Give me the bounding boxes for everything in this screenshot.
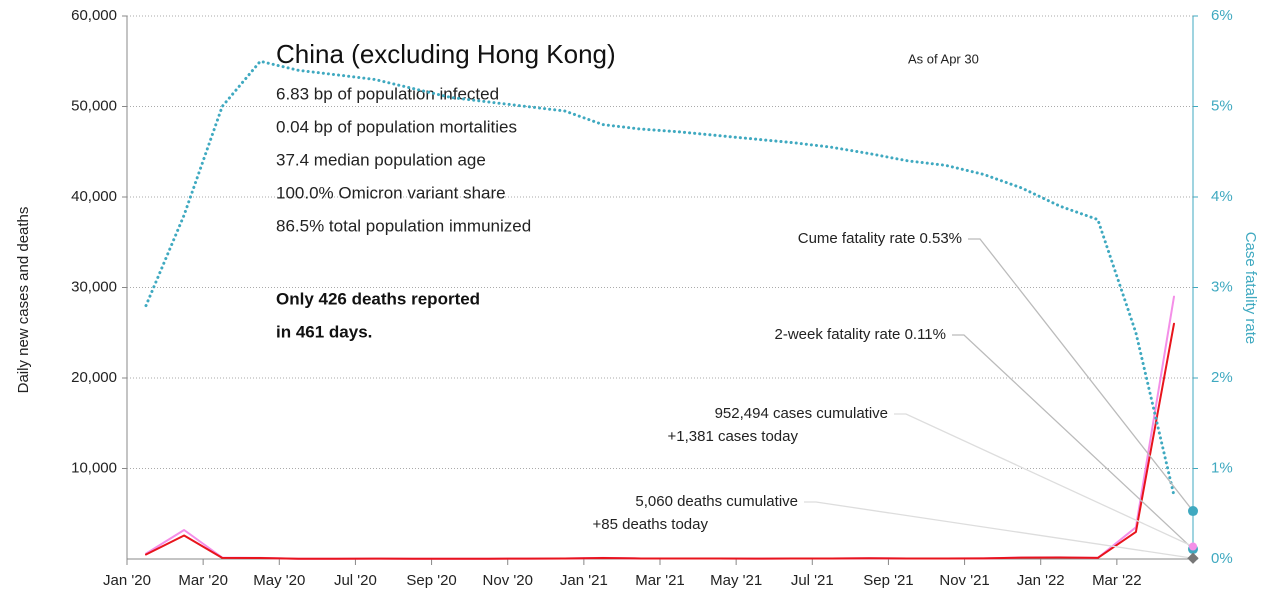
annotation: Cume fatality rate 0.53%: [798, 230, 962, 247]
y2-tick-label: 4%: [1211, 188, 1233, 205]
annotation-connector: [894, 413, 1194, 548]
x-tick-label: Jan '21: [560, 572, 608, 589]
info-line: 6.83 bp of population infected: [276, 84, 499, 103]
x-tick-label: Mar '20: [178, 572, 228, 589]
y-tick-label: 10,000: [71, 459, 117, 476]
series-line: [145, 322, 1175, 560]
x-tick-label: Mar '21: [635, 572, 685, 589]
x-tick-label: Jan '20: [103, 572, 151, 589]
y-axis-label: Daily new cases and deaths: [15, 207, 32, 394]
as-of: As of Apr 30: [908, 51, 979, 66]
y2-tick-label: 3%: [1211, 278, 1233, 295]
info-line: 100.0% Omicron variant share: [276, 183, 506, 202]
y2-tick-label: 5%: [1211, 97, 1233, 114]
annotation: 5,060 deaths cumulative: [635, 493, 798, 510]
annotation-connector: [804, 501, 1194, 559]
annotation: +1,381 cases today: [667, 428, 798, 445]
x-tick-label: Jul '20: [334, 572, 377, 589]
y-tick-label: 20,000: [71, 369, 117, 386]
highlight-line: in 461 days.: [276, 322, 372, 341]
y2-axis-label: Case fatality rate: [1242, 232, 1259, 345]
annotation-connector: [968, 238, 1194, 512]
y-tick-label: 50,000: [71, 97, 117, 114]
annotation: +85 deaths today: [592, 516, 708, 533]
x-tick-label: Nov '20: [483, 572, 533, 589]
y2-tick-label: 1%: [1211, 459, 1233, 476]
x-tick-label: Jan '22: [1017, 572, 1065, 589]
y-tick-label: 40,000: [71, 188, 117, 205]
info-line: 37.4 median population age: [276, 150, 486, 169]
x-tick-label: Sep '20: [406, 572, 456, 589]
info-line: 0.04 bp of population mortalities: [276, 117, 517, 136]
x-tick-label: May '21: [710, 572, 762, 589]
end-marker: [1188, 506, 1198, 517]
x-tick-label: Sep '21: [863, 572, 913, 589]
x-tick-label: Nov '21: [939, 572, 989, 589]
y2-tick-label: 6%: [1211, 7, 1233, 24]
y2-tick-label: 2%: [1211, 369, 1233, 386]
info-line: 86.5% total population immunized: [276, 216, 531, 235]
annotation-connector: [952, 334, 1194, 550]
x-tick-label: Mar '22: [1092, 572, 1142, 589]
y2-tick-label: 0%: [1211, 550, 1233, 567]
chart-title: China (excluding Hong Kong): [276, 39, 616, 69]
end-marker: [1187, 552, 1199, 564]
x-tick-label: Jul '21: [791, 572, 834, 589]
end-marker: [1189, 542, 1197, 551]
highlight-line: Only 426 deaths reported: [276, 289, 480, 308]
x-tick-label: May '20: [253, 572, 305, 589]
y-tick-label: 30,000: [71, 278, 117, 295]
annotation: 2-week fatality rate 0.11%: [775, 326, 946, 343]
series-line: [144, 59, 1176, 498]
y-tick-label: 60,000: [71, 7, 117, 24]
annotation: 952,494 cases cumulative: [715, 405, 888, 422]
